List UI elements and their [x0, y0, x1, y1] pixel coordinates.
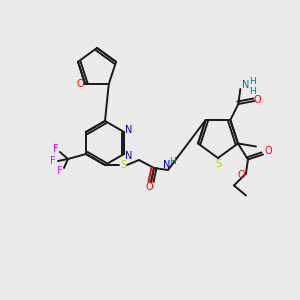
Text: N: N: [125, 125, 133, 135]
Text: F: F: [53, 144, 59, 154]
Text: F: F: [50, 156, 56, 166]
Text: S: S: [215, 159, 221, 169]
Text: H: H: [249, 86, 256, 95]
Text: H: H: [169, 158, 176, 166]
Text: O: O: [76, 79, 84, 89]
Text: O: O: [237, 170, 245, 181]
Text: H: H: [249, 76, 256, 85]
Text: N: N: [163, 160, 171, 170]
Text: O: O: [145, 182, 153, 192]
Text: O: O: [264, 146, 272, 157]
Text: F: F: [57, 166, 63, 176]
Text: O: O: [254, 95, 261, 105]
Text: N: N: [125, 151, 133, 161]
Text: N: N: [242, 80, 249, 90]
Text: S: S: [120, 160, 126, 170]
